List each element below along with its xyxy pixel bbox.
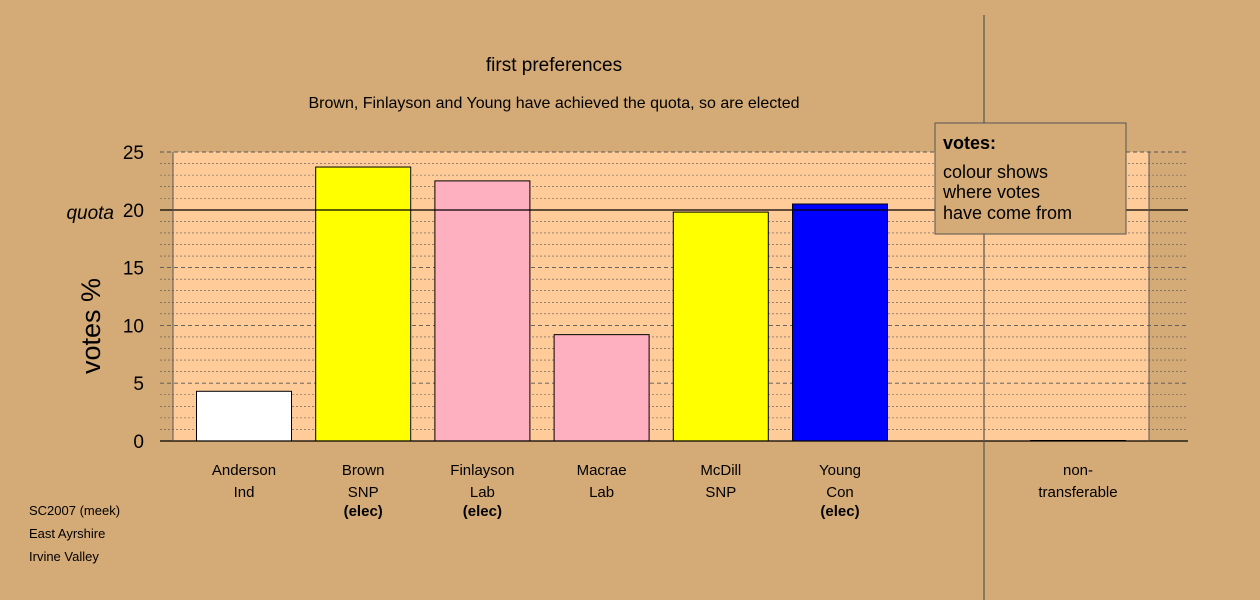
y-tick-labels: 0 5 10 15 20 25 bbox=[123, 143, 144, 453]
y-tick-label: 25 bbox=[123, 143, 144, 164]
legend-line-3: have come from bbox=[943, 203, 1072, 223]
legend: votes: colour shows where votes have com… bbox=[934, 122, 1127, 235]
x-label-elected: (elec) bbox=[463, 503, 502, 520]
legend-line-2: where votes bbox=[942, 182, 1040, 202]
chart-title: first preferences bbox=[486, 55, 622, 76]
legend-box bbox=[934, 122, 1127, 235]
nontransferable-label-line1: non- bbox=[1063, 462, 1093, 479]
y-tick-label: 15 bbox=[123, 259, 144, 280]
bar-brown bbox=[315, 166, 412, 442]
footer-line-1: SC2007 (meek) bbox=[29, 503, 121, 518]
bar-mcdill bbox=[672, 211, 769, 442]
x-label-party: SNP bbox=[705, 484, 736, 501]
bar-anderson bbox=[196, 390, 292, 442]
x-label-elected: (elec) bbox=[344, 503, 383, 520]
quota-label: quota bbox=[66, 203, 114, 224]
x-label-name: Finlayson bbox=[450, 462, 514, 479]
y-tick-label: 0 bbox=[133, 432, 144, 453]
x-label-party: Con bbox=[826, 484, 854, 501]
chart-subtitle: Brown, Finlayson and Young have achieved… bbox=[308, 95, 799, 112]
y-tick-label: 5 bbox=[133, 374, 144, 395]
y-axis-label: votes % bbox=[76, 278, 106, 374]
x-label-party: SNP bbox=[348, 484, 379, 501]
footer-line-3: Irvine Valley bbox=[29, 549, 99, 564]
nontransferable-label-line2: transferable bbox=[1038, 484, 1117, 501]
y-tick-label: 10 bbox=[123, 316, 144, 337]
x-label-name: Anderson bbox=[212, 462, 276, 479]
bar-macrae bbox=[553, 334, 650, 442]
x-label-elected: (elec) bbox=[820, 503, 859, 520]
x-label-name: Macrae bbox=[577, 462, 627, 479]
footer-line-2: East Ayrshire bbox=[29, 526, 106, 541]
bar-finlayson bbox=[434, 180, 531, 442]
y-tick-label: 20 bbox=[123, 201, 144, 222]
x-tick-labels: Anderson Ind Brown SNP (elec) Finlayson Lab (el… bbox=[212, 462, 861, 520]
bar-young bbox=[792, 203, 888, 442]
legend-title: votes: bbox=[943, 133, 996, 153]
x-label-party: Lab bbox=[470, 484, 495, 501]
x-label-name: McDill bbox=[700, 462, 741, 479]
bars bbox=[196, 166, 888, 442]
x-label-name: Brown bbox=[342, 462, 385, 479]
legend-line-1: colour shows bbox=[943, 162, 1048, 182]
x-label-party: Ind bbox=[234, 484, 255, 501]
x-label-party: Lab bbox=[589, 484, 614, 501]
x-label-name: Young bbox=[819, 462, 861, 479]
